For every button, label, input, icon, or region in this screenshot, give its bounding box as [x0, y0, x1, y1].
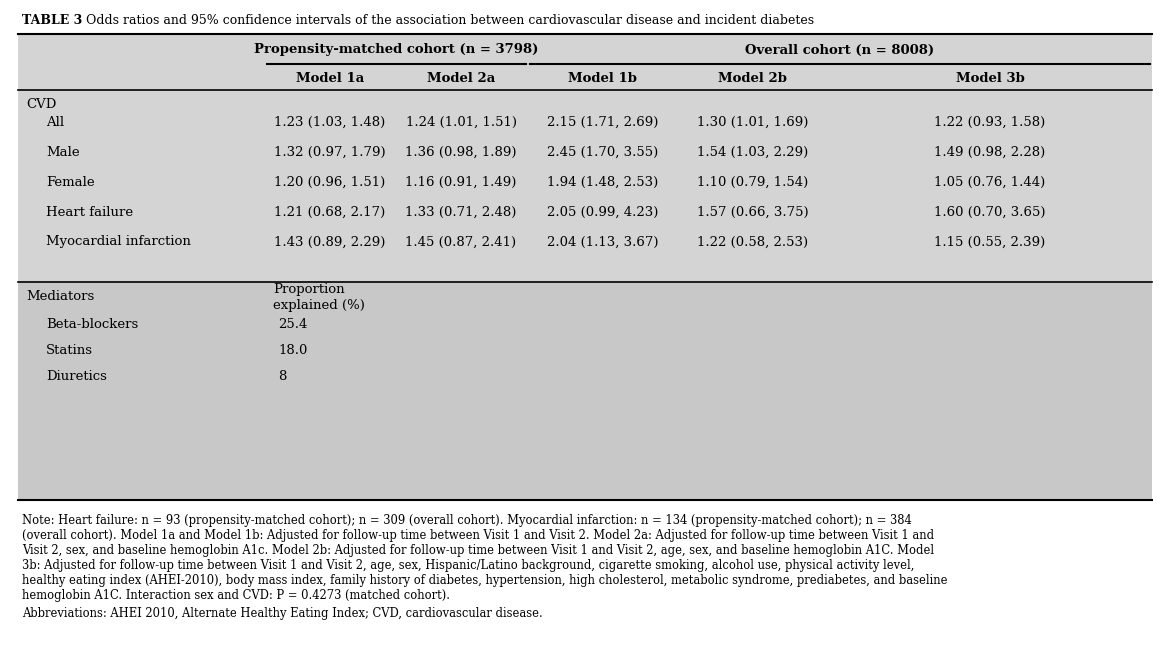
Text: Overall cohort (n = 8008): Overall cohort (n = 8008): [745, 44, 935, 56]
Text: Proportion: Proportion: [273, 283, 345, 297]
Text: TABLE 3: TABLE 3: [22, 15, 82, 27]
Text: Odds ratios and 95% confidence intervals of the association between cardiovascul: Odds ratios and 95% confidence intervals…: [74, 15, 814, 27]
Text: Model 3b: Model 3b: [956, 72, 1025, 84]
Text: 2.45 (1.70, 3.55): 2.45 (1.70, 3.55): [548, 145, 659, 159]
Text: 1.22 (0.58, 2.53): 1.22 (0.58, 2.53): [697, 235, 808, 249]
Text: All: All: [46, 115, 64, 129]
Text: CVD: CVD: [26, 98, 56, 111]
Text: (overall cohort). Model 1a and Model 1b: Adjusted for follow-up time between Vis: (overall cohort). Model 1a and Model 1b:…: [22, 529, 934, 542]
Bar: [18, 34, 1152, 500]
Text: Statins: Statins: [46, 344, 92, 356]
Text: 1.21 (0.68, 2.17): 1.21 (0.68, 2.17): [275, 206, 386, 218]
Text: 2.04 (1.13, 3.67): 2.04 (1.13, 3.67): [548, 235, 659, 249]
Text: Model 2b: Model 2b: [718, 72, 787, 84]
Text: 8: 8: [278, 369, 287, 383]
Text: 1.54 (1.03, 2.29): 1.54 (1.03, 2.29): [697, 145, 808, 159]
Text: 1.10 (0.79, 1.54): 1.10 (0.79, 1.54): [697, 176, 808, 188]
Text: 3b: Adjusted for follow-up time between Visit 1 and Visit 2, age, sex, Hispanic/: 3b: Adjusted for follow-up time between …: [22, 559, 915, 572]
Text: 2.05 (0.99, 4.23): 2.05 (0.99, 4.23): [548, 206, 659, 218]
Text: 1.36 (0.98, 1.89): 1.36 (0.98, 1.89): [405, 145, 517, 159]
Text: Propensity-matched cohort (n = 3798): Propensity-matched cohort (n = 3798): [254, 44, 538, 56]
Bar: [18, 282, 1152, 500]
Text: 1.49 (0.98, 2.28): 1.49 (0.98, 2.28): [935, 145, 1046, 159]
Text: 25.4: 25.4: [278, 318, 308, 330]
Text: Model 1b: Model 1b: [569, 72, 638, 84]
Text: 1.05 (0.76, 1.44): 1.05 (0.76, 1.44): [935, 176, 1046, 188]
Text: healthy eating index (AHEI-2010), body mass index, family history of diabetes, h: healthy eating index (AHEI-2010), body m…: [22, 574, 948, 587]
Text: 1.57 (0.66, 3.75): 1.57 (0.66, 3.75): [697, 206, 808, 218]
Text: Male: Male: [46, 145, 80, 159]
Text: Diuretics: Diuretics: [46, 369, 106, 383]
Text: 1.33 (0.71, 2.48): 1.33 (0.71, 2.48): [405, 206, 517, 218]
Text: Model 2a: Model 2a: [427, 72, 495, 84]
Text: 1.22 (0.93, 1.58): 1.22 (0.93, 1.58): [935, 115, 1046, 129]
Text: 1.45 (0.87, 2.41): 1.45 (0.87, 2.41): [406, 235, 517, 249]
Text: Beta-blockers: Beta-blockers: [46, 318, 138, 330]
Text: Model 1a: Model 1a: [296, 72, 364, 84]
Text: 2.15 (1.71, 2.69): 2.15 (1.71, 2.69): [548, 115, 659, 129]
Text: 1.24 (1.01, 1.51): 1.24 (1.01, 1.51): [406, 115, 516, 129]
Text: Female: Female: [46, 176, 95, 188]
Text: Note: Heart failure: n = 93 (propensity-matched cohort); n = 309 (overall cohort: Note: Heart failure: n = 93 (propensity-…: [22, 514, 911, 527]
Text: Visit 2, sex, and baseline hemoglobin A1c. Model 2b: Adjusted for follow-up time: Visit 2, sex, and baseline hemoglobin A1…: [22, 544, 934, 557]
Text: 1.32 (0.97, 1.79): 1.32 (0.97, 1.79): [274, 145, 386, 159]
Text: explained (%): explained (%): [273, 299, 365, 312]
Text: Abbreviations: AHEI 2010, Alternate Healthy Eating Index; CVD, cardiovascular di: Abbreviations: AHEI 2010, Alternate Heal…: [22, 607, 543, 620]
Text: 1.16 (0.91, 1.49): 1.16 (0.91, 1.49): [405, 176, 517, 188]
Text: 1.94 (1.48, 2.53): 1.94 (1.48, 2.53): [548, 176, 659, 188]
Text: 1.23 (1.03, 1.48): 1.23 (1.03, 1.48): [275, 115, 386, 129]
Text: Mediators: Mediators: [26, 289, 95, 302]
Text: 1.15 (0.55, 2.39): 1.15 (0.55, 2.39): [935, 235, 1046, 249]
Text: 1.60 (0.70, 3.65): 1.60 (0.70, 3.65): [935, 206, 1046, 218]
Text: 1.20 (0.96, 1.51): 1.20 (0.96, 1.51): [275, 176, 386, 188]
Text: 1.43 (0.89, 2.29): 1.43 (0.89, 2.29): [274, 235, 386, 249]
Text: Heart failure: Heart failure: [46, 206, 133, 218]
Text: 18.0: 18.0: [278, 344, 308, 356]
Text: 1.30 (1.01, 1.69): 1.30 (1.01, 1.69): [697, 115, 808, 129]
Bar: [18, 8, 1152, 34]
Text: hemoglobin A1C. Interaction sex and CVD: P = 0.4273 (matched cohort).: hemoglobin A1C. Interaction sex and CVD:…: [22, 589, 450, 602]
Text: Myocardial infarction: Myocardial infarction: [46, 235, 191, 249]
